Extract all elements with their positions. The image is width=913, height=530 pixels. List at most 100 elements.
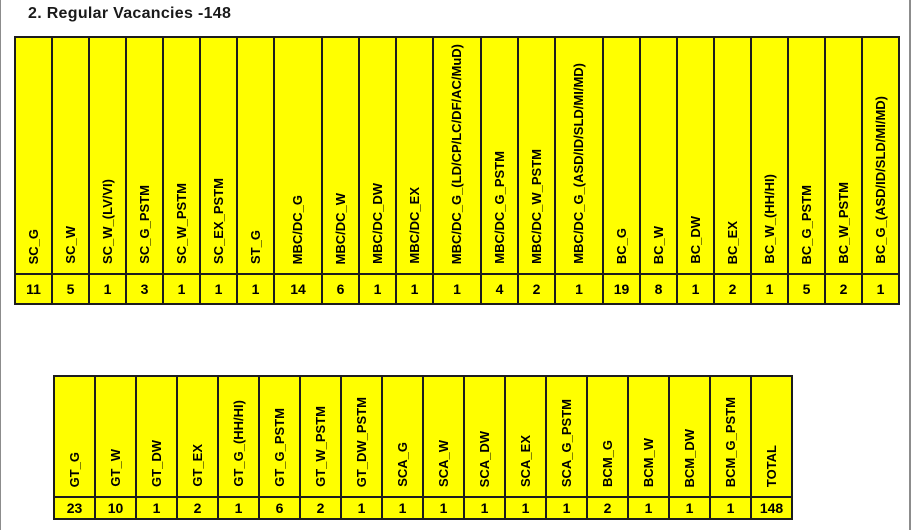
column-value-cell: 1 xyxy=(358,273,397,305)
column-header-cell: BC_EX xyxy=(713,36,752,275)
column-value-cell: 1 xyxy=(709,496,752,520)
column-value-cell: 14 xyxy=(273,273,323,305)
column-header-label: GT_W xyxy=(107,449,123,487)
column-header-label: MBC/DC_G_PSTM xyxy=(491,151,507,264)
column-header-label: BC_DW xyxy=(687,216,703,264)
column-header-cell: SC_EX_PSTM xyxy=(199,36,238,275)
column-value-cell: 2 xyxy=(586,496,629,520)
column-header-label: BC_G_PSTM xyxy=(798,184,814,264)
column-value-cell: 5 xyxy=(787,273,826,305)
column-header-label: BC_W_PSTM xyxy=(835,182,851,264)
column-header-label: SC_G xyxy=(25,228,41,264)
column-header-label: SCA_G xyxy=(394,442,410,487)
table1-header-row: SC_G SC_W SC_W_(LV/VI) SC_G_PSTM SC_W_PSTM SC… xyxy=(14,36,900,275)
column-header-label: BCM_G xyxy=(599,440,615,487)
column-header-label: ST_G xyxy=(247,230,263,264)
column-header-label: BC_EX xyxy=(724,220,740,264)
column-value-cell: 1 xyxy=(162,273,201,305)
column-header-label: BCM_G_PSTM xyxy=(722,396,738,487)
column-header-cell: BC_G_(ASD/ID/SLD/MI/MD) xyxy=(861,36,900,275)
column-value-cell: 6 xyxy=(321,273,360,305)
column-header-label: SC_W_PSTM xyxy=(173,183,189,264)
column-header-cell: GT_G_PSTM xyxy=(258,375,301,498)
column-header-label: BCM_DW xyxy=(681,428,697,488)
column-value-cell: 1 xyxy=(463,496,506,520)
column-header-label: BC_W xyxy=(650,225,666,264)
column-header-label: BC_G xyxy=(613,227,629,264)
column-header-cell: SC_W_PSTM xyxy=(162,36,201,275)
page-edge-left xyxy=(0,0,1,530)
column-header-label: SC_G_PSTM xyxy=(136,185,152,264)
column-header-cell: SCA_W xyxy=(422,375,465,498)
column-value-cell: 1 xyxy=(861,273,900,305)
column-header-cell: SCA_G xyxy=(381,375,424,498)
column-value-cell: 1 xyxy=(199,273,238,305)
column-header-label: MBC/DC_W xyxy=(332,192,348,265)
column-value-cell: 23 xyxy=(53,496,96,520)
column-value-cell: 19 xyxy=(602,273,641,305)
column-value-cell: 1 xyxy=(504,496,547,520)
column-header-cell: BC_W_PSTM xyxy=(824,36,863,275)
column-header-label: GT_W_PSTM xyxy=(312,406,328,487)
column-header-label: MBC/DC_G xyxy=(290,194,306,264)
column-header-label: GT_G xyxy=(66,451,82,487)
column-header-label: MBC/DC_DW xyxy=(369,183,385,264)
column-value-cell: 1 xyxy=(217,496,260,520)
column-header-label: GT_EX xyxy=(189,444,205,487)
column-header-label: MBC/DC_G_(LD/CP/LC/DF/AC/MuD) xyxy=(449,43,465,264)
column-header-cell: SCA_G_PSTM xyxy=(545,375,588,498)
column-value-cell: 1 xyxy=(135,496,178,520)
column-header-label: SC_W_(LV/VI) xyxy=(99,179,115,264)
column-header-label: MBC/DC_W_PSTM xyxy=(528,149,544,264)
column-header-cell: SC_G_PSTM xyxy=(125,36,164,275)
column-value-cell: 2 xyxy=(517,273,556,305)
column-value-cell: 2 xyxy=(299,496,342,520)
regular-vacancies-table: SC_G SC_W SC_W_(LV/VI) SC_G_PSTM SC_W_PSTM SC… xyxy=(14,36,900,305)
column-header-cell: BC_DW xyxy=(676,36,715,275)
column-header-label: BC_W_(HH/HI) xyxy=(761,174,777,264)
column-header-label: GT_DW_PSTM xyxy=(353,396,369,487)
column-header-cell: SC_G xyxy=(14,36,53,275)
column-header-cell: GT_W xyxy=(94,375,137,498)
column-header-cell: SCA_EX xyxy=(504,375,547,498)
column-value-cell: 2 xyxy=(176,496,219,520)
column-value-cell: 1 xyxy=(676,273,715,305)
column-value-cell: 1 xyxy=(554,273,604,305)
column-value-cell: 5 xyxy=(51,273,90,305)
column-header-label: MBC/DC_EX xyxy=(406,187,422,264)
column-value-cell: 4 xyxy=(480,273,519,305)
column-value-cell: 1 xyxy=(668,496,711,520)
column-header-label: SCA_EX xyxy=(517,434,533,487)
column-header-cell: GT_G_(HH/HI) xyxy=(217,375,260,498)
column-header-cell: SC_W xyxy=(51,36,90,275)
column-value-cell: 8 xyxy=(639,273,678,305)
column-header-cell: MBC/DC_W_PSTM xyxy=(517,36,556,275)
column-header-label: SC_EX_PSTM xyxy=(210,178,226,264)
column-header-label: SCA_G_PSTM xyxy=(558,398,574,487)
column-value-cell: 10 xyxy=(94,496,137,520)
column-value-cell: 1 xyxy=(545,496,588,520)
column-header-cell: TOTAL xyxy=(750,375,793,498)
column-header-cell: BCM_DW xyxy=(668,375,711,498)
column-header-cell: SCA_DW xyxy=(463,375,506,498)
column-header-label: SCA_DW xyxy=(476,430,492,487)
column-header-cell: BC_G_PSTM xyxy=(787,36,826,275)
column-header-cell: MBC/DC_G_(ASD/ID/SLD/MI/MD) xyxy=(554,36,604,275)
column-header-cell: MBC/DC_G_PSTM xyxy=(480,36,519,275)
column-header-cell: SC_W_(LV/VI) xyxy=(88,36,127,275)
column-header-cell: GT_DW_PSTM xyxy=(340,375,383,498)
column-header-cell: BC_W_(HH/HI) xyxy=(750,36,789,275)
column-value-cell: 2 xyxy=(713,273,752,305)
column-value-cell: 1 xyxy=(236,273,275,305)
column-header-label: SC_W xyxy=(62,226,78,264)
column-header-label: MBC/DC_G_(ASD/ID/SLD/MI/MD) xyxy=(571,63,587,264)
column-value-cell: 1 xyxy=(381,496,424,520)
table1-value-row: 11 5 1 3 1 1 1 14 6 1 1 1 4 2 1 19 8 1 2 1 5 2 1 xyxy=(14,273,900,305)
column-header-cell: MBC/DC_EX xyxy=(395,36,434,275)
column-value-cell: 2 xyxy=(824,273,863,305)
grand-total-table: GT_G GT_W GT_DW GT_EX GT_G_(HH/HI) GT_G_PSTM G… xyxy=(53,375,793,520)
column-value-cell: 1 xyxy=(627,496,670,520)
column-header-cell: MBC/DC_G xyxy=(273,36,323,275)
page-edge-right xyxy=(909,0,911,530)
column-header-label: GT_G_PSTM xyxy=(271,408,287,487)
